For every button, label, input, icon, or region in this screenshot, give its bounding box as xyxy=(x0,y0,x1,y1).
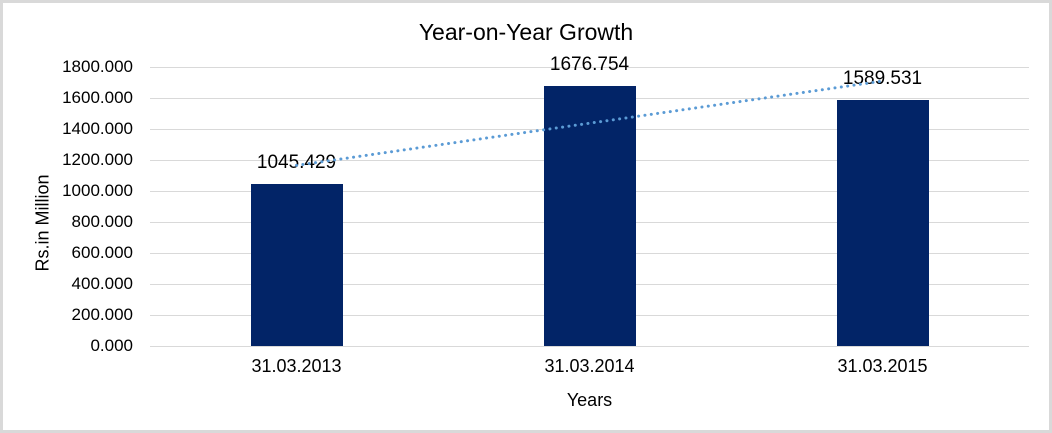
bar-value-label: 1045.429 xyxy=(256,151,337,173)
y-axis-tick-label: 1200.000 xyxy=(62,150,133,169)
x-axis-tick-label: 31.03.2015 xyxy=(837,356,928,376)
y-axis-tick-label: 1600.000 xyxy=(62,88,133,107)
y-axis-tick-label: 800.000 xyxy=(71,212,133,231)
chart-title: Year-on-Year Growth xyxy=(418,19,634,45)
gridline xyxy=(150,346,1029,347)
y-axis-tick-label: 0.000 xyxy=(90,336,133,355)
y-axis-tick-label: 400.000 xyxy=(71,274,133,293)
y-axis-tick-label: 1400.000 xyxy=(62,119,133,138)
x-axis-tick-label: 31.03.2013 xyxy=(251,356,342,376)
y-axis-tick-label: 1000.000 xyxy=(62,181,133,200)
y-axis-tick-label: 1800.000 xyxy=(62,57,133,76)
gridline xyxy=(150,67,1029,68)
y-axis-tick-label: 600.000 xyxy=(71,243,133,262)
y-axis-tick-label: 200.000 xyxy=(71,305,133,324)
bar-value-label: 1589.531 xyxy=(842,67,923,89)
bar xyxy=(543,86,636,346)
x-axis-tick-label: 31.03.2014 xyxy=(544,356,635,376)
bar xyxy=(836,99,929,346)
bar xyxy=(250,183,343,346)
plot-area: 1045.429 1676.754 1589.531 xyxy=(150,54,1029,347)
x-axis-title: Years xyxy=(566,390,613,410)
bar-value-label: 1676.754 xyxy=(549,54,630,76)
